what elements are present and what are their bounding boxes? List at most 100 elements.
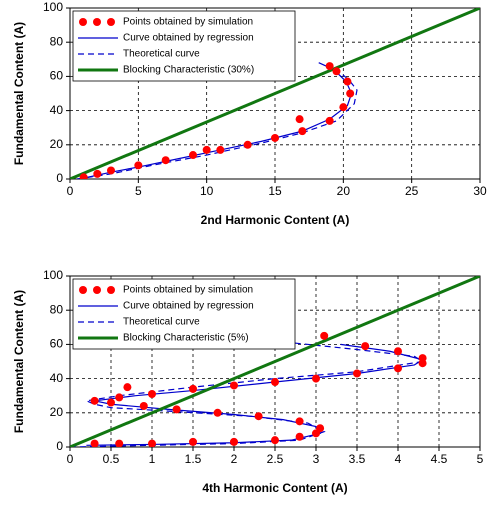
data-point — [202, 145, 211, 154]
x-tick-label: 30 — [473, 184, 487, 198]
data-point — [361, 342, 370, 351]
legend-marker — [79, 18, 87, 26]
y-axis-title: Fundamental Content (A) — [12, 22, 26, 165]
legend-marker — [93, 18, 101, 26]
data-point — [316, 424, 325, 433]
panel: 0 0.5 1 1.5 2 2.5 3 3.5 4 4.5 5 0 20 40 60 80 100 4th Har… — [12, 268, 483, 495]
y-tick-label: 100 — [43, 268, 63, 282]
data-point — [320, 331, 329, 340]
y-tick-label: 0 — [56, 439, 63, 453]
data-point — [394, 364, 402, 373]
data-point — [353, 369, 361, 378]
y-tick-label: 40 — [50, 371, 64, 385]
legend-label: Blocking Characteristic (30%) — [123, 65, 254, 76]
data-point — [134, 161, 143, 170]
panel: 0 5 10 15 20 25 30 0 20 40 60 80 100 2nd Harmonic Con… — [12, 0, 487, 227]
y-tick-label: 20 — [50, 405, 64, 419]
data-point — [230, 437, 238, 446]
data-point — [189, 437, 197, 446]
data-point — [107, 398, 115, 407]
data-point — [123, 383, 132, 392]
data-point — [271, 133, 279, 142]
data-point — [139, 401, 148, 410]
data-point — [243, 140, 252, 149]
data-point — [295, 115, 304, 124]
data-point — [148, 389, 156, 398]
legend-marker — [107, 18, 115, 26]
data-point — [189, 384, 197, 393]
data-point — [312, 374, 320, 383]
legend-label: Theoretical curve — [123, 317, 200, 328]
data-point — [107, 166, 115, 175]
x-tick-label: 2.5 — [267, 452, 284, 466]
legend-label: Points obtained by simulation — [123, 285, 253, 296]
data-point — [332, 67, 341, 76]
data-point — [271, 378, 279, 387]
x-tick-label: 25 — [405, 184, 419, 198]
data-point — [295, 432, 304, 441]
data-point — [230, 381, 238, 390]
y-tick-label: 80 — [50, 302, 64, 316]
plot-frame — [69, 7, 481, 180]
x-tick-label: 0 — [67, 184, 74, 198]
data-point — [254, 412, 263, 421]
x-tick-label: 3 — [313, 452, 320, 466]
x-tick-label: 0.5 — [103, 452, 120, 466]
data-point — [161, 156, 170, 165]
data-point — [325, 62, 334, 71]
x-tick-label: 1 — [149, 452, 156, 466]
x-tick-label: 3.5 — [349, 452, 366, 466]
data-point — [79, 173, 88, 179]
data-point — [346, 89, 355, 98]
legend-label: Blocking Characteristic (5%) — [123, 333, 249, 344]
x-axis-title: 4th Harmonic Content (A) — [202, 481, 347, 495]
data-point — [93, 169, 102, 178]
data-point — [271, 436, 279, 445]
data-point — [90, 396, 99, 405]
series-line — [70, 338, 425, 447]
x-tick-label: 2 — [231, 452, 238, 466]
plot-frame — [69, 275, 481, 448]
legend-marker — [107, 286, 115, 294]
y-tick-label: 40 — [50, 103, 64, 117]
data-point — [295, 417, 304, 426]
data-point — [189, 151, 197, 160]
x-tick-label: 15 — [268, 184, 282, 198]
data-point — [343, 77, 352, 86]
legend-label: Curve obtained by regression — [123, 33, 254, 44]
legend-label: Theoretical curve — [123, 49, 200, 60]
series-line — [86, 343, 425, 446]
y-tick-label: 0 — [56, 171, 63, 185]
data-point — [298, 127, 307, 136]
legend-marker — [93, 286, 101, 294]
data-point — [394, 347, 402, 356]
data-point — [172, 405, 181, 414]
x-tick-label: 0 — [67, 452, 74, 466]
data-point — [325, 116, 334, 125]
y-tick-label: 80 — [50, 34, 64, 48]
data-point — [115, 393, 124, 402]
x-tick-label: 5 — [477, 452, 484, 466]
x-tick-label: 10 — [200, 184, 214, 198]
y-tick-label: 100 — [43, 0, 63, 14]
legend-label: Curve obtained by regression — [123, 301, 254, 312]
data-point — [213, 408, 222, 417]
data-point — [90, 439, 99, 447]
data-point — [115, 439, 124, 447]
data-point — [418, 354, 427, 363]
y-tick-label: 20 — [50, 137, 64, 151]
x-tick-label: 4.5 — [431, 452, 448, 466]
series-line — [76, 63, 358, 179]
x-axis-title: 2nd Harmonic Content (A) — [201, 213, 350, 227]
series-line — [70, 8, 480, 179]
data-point — [339, 103, 348, 112]
data-point — [216, 145, 225, 154]
data-point — [148, 439, 156, 447]
legend-marker — [79, 286, 87, 294]
x-tick-label: 5 — [135, 184, 142, 198]
y-tick-label: 60 — [50, 69, 64, 83]
series-line — [70, 276, 480, 447]
x-tick-label: 1.5 — [185, 452, 202, 466]
y-tick-label: 60 — [50, 337, 64, 351]
